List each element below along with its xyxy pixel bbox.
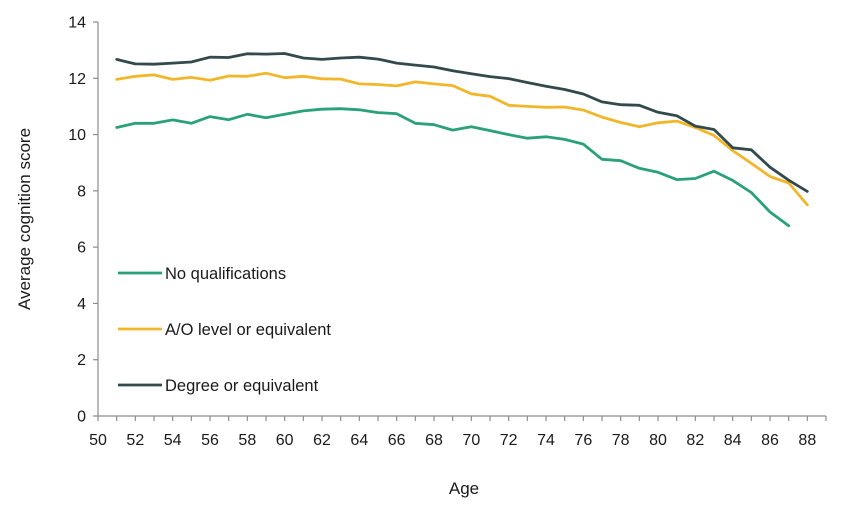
legend: No qualifications A/O level or equivalent… xyxy=(118,265,331,395)
x-tick-label: 76 xyxy=(574,432,592,449)
series-lines xyxy=(115,52,809,228)
x-tick-label: 74 xyxy=(537,432,555,449)
x-tick-label: 80 xyxy=(649,432,667,449)
y-tick-label: 4 xyxy=(77,296,86,313)
x-tick-label: 50 xyxy=(89,432,107,449)
y-tick-label: 12 xyxy=(68,71,86,88)
y-axis-title: Average cognition score xyxy=(15,128,34,310)
x-tick-label: 68 xyxy=(425,432,443,449)
x-axis-ticks: 50 52 54 56 58 60 62 64 66 68 70 72 74 76 78 80 82 84 86 88 xyxy=(89,416,827,449)
x-tick-label: 58 xyxy=(238,432,256,449)
y-tick-label: 10 xyxy=(68,127,86,144)
x-tick-label: 70 xyxy=(462,432,480,449)
y-tick-label: 14 xyxy=(68,15,86,32)
x-tick-label: 66 xyxy=(388,432,406,449)
x-tick-label: 72 xyxy=(500,432,518,449)
y-axis-ticks: 0 2 4 6 8 10 12 14 xyxy=(68,15,99,426)
x-tick-label: 54 xyxy=(164,432,182,449)
legend-label: A/O level or equivalent xyxy=(165,321,331,339)
x-tick-label: 56 xyxy=(201,432,219,449)
x-tick-label: 84 xyxy=(724,432,742,449)
x-tick-label: 86 xyxy=(761,432,779,449)
y-tick-label: 0 xyxy=(77,409,86,426)
y-tick-label: 6 xyxy=(77,240,86,257)
y-tick-label: 8 xyxy=(77,183,86,200)
x-tick-label: 62 xyxy=(313,432,331,449)
x-tick-label: 60 xyxy=(276,432,294,449)
y-tick-label: 2 xyxy=(77,352,86,369)
x-tick-label: 82 xyxy=(686,432,704,449)
legend-label: No qualifications xyxy=(165,265,286,283)
x-tick-label: 64 xyxy=(350,432,368,449)
x-axis-title: Age xyxy=(449,479,479,498)
legend-label: Degree or equivalent xyxy=(165,377,319,395)
series-line-3 xyxy=(115,52,809,193)
series-line-1 xyxy=(115,107,791,228)
x-tick-label: 52 xyxy=(126,432,144,449)
series-line-2 xyxy=(115,71,809,207)
x-tick-label: 78 xyxy=(612,432,630,449)
x-tick-label: 88 xyxy=(798,432,816,449)
